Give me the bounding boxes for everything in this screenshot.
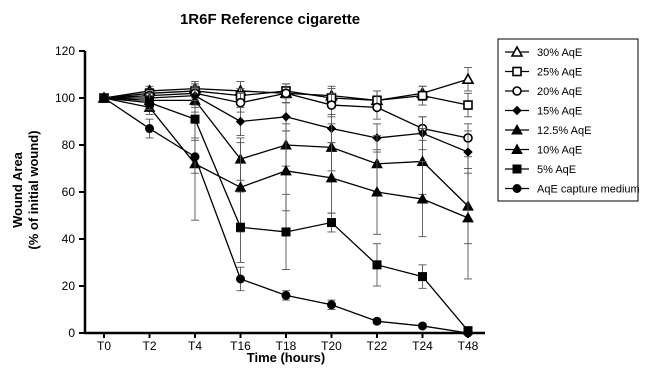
legend-box [497, 38, 639, 202]
legend-item: 5% AqE [505, 164, 576, 176]
x-tick-label: T48 [458, 339, 479, 353]
data-point [281, 112, 291, 122]
legend-label: 30% AqE [537, 47, 582, 59]
y-tick-label: 80 [62, 138, 76, 152]
data-point [280, 164, 292, 176]
data-point [327, 218, 336, 228]
data-point [372, 316, 382, 326]
legend-items: 30% AqE 25% AqE 20% AqE 15% AqE 12.5% AqE 10%… [505, 45, 640, 196]
legend-item: 10% AqE [505, 143, 582, 157]
x-tick-label: T4 [188, 339, 202, 353]
x-axis-label: Time (hours) [247, 350, 326, 365]
data-point [416, 193, 429, 204]
legend-marker [511, 143, 523, 154]
legend-marker [512, 164, 522, 174]
y-tick-label: 40 [62, 232, 76, 246]
data-point [145, 124, 154, 134]
series-layer [97, 66, 475, 338]
legend-label: 20% AqE [537, 86, 582, 98]
data-point [190, 152, 200, 162]
data-point [281, 290, 291, 300]
data-point [327, 300, 336, 310]
x-tick-label: T20 [321, 339, 342, 353]
legend-item: 20% AqE [505, 86, 582, 98]
data-point [281, 227, 291, 237]
y-tick-label: 100 [55, 91, 75, 105]
legend-marker [512, 105, 522, 116]
data-point [235, 97, 246, 108]
data-point [372, 102, 382, 113]
legend-item: 30% AqE [505, 45, 582, 59]
x-tick-label: T24 [412, 339, 433, 353]
data-point [418, 272, 427, 282]
data-point [236, 274, 245, 284]
y-axis-title: Wound Area (% of initial wound) [10, 130, 41, 249]
data-point [190, 114, 200, 124]
legend-label: 15% AqE [537, 106, 582, 118]
legend-marker [512, 86, 522, 96]
data-point [462, 211, 474, 223]
x-ticks: T0 T2 T4 T16 T18 T20 T22 T24 T48 [97, 333, 479, 353]
legend: 30% AqE 25% AqE 20% AqE 15% AqE 12.5% AqE 10%… [497, 38, 640, 202]
y-tick-label: 0 [68, 326, 75, 340]
legend-marker [511, 123, 523, 135]
legend-label: 5% AqE [537, 164, 576, 176]
legend-label: 10% AqE [537, 145, 582, 157]
data-point [371, 185, 383, 197]
chart-title: 1R6F Reference cigarette [180, 11, 360, 28]
data-point [99, 93, 109, 103]
y-tick-label: 20 [62, 279, 76, 293]
data-point [372, 260, 382, 270]
x-tick-label: T16 [230, 339, 251, 353]
legend-label: AqE capture medium [537, 184, 640, 196]
data-point [145, 98, 154, 108]
data-point [461, 72, 475, 84]
legend-item: 15% AqE [505, 106, 582, 118]
legend-label: 25% AqE [537, 67, 582, 79]
y-axis-sublabel: (% of initial wound) [26, 130, 41, 249]
x-tick-label: T2 [142, 339, 156, 353]
data-point [281, 88, 291, 99]
data-point [234, 181, 247, 192]
series-group [99, 93, 473, 338]
y-tick-label: 60 [62, 185, 76, 199]
data-point [325, 171, 338, 183]
legend-label: 12.5% AqE [537, 125, 591, 137]
data-point [463, 147, 473, 157]
legend-item: AqE capture medium [505, 184, 640, 196]
legend-item: 12.5% AqE [505, 123, 591, 137]
data-point [235, 116, 246, 127]
x-tick-label: T18 [276, 339, 297, 353]
x-tick-label: T22 [367, 339, 388, 353]
series-group [99, 93, 473, 336]
data-point [417, 90, 428, 101]
data-point [463, 100, 473, 110]
y-ticks: 0 20 40 60 80 100 120 [55, 44, 85, 340]
legend-marker [512, 66, 522, 77]
data-point [326, 100, 337, 110]
data-point [418, 321, 427, 331]
legend-marker [510, 45, 524, 57]
y-tick-label: 120 [55, 44, 75, 58]
data-point [463, 328, 473, 338]
legend-marker [512, 184, 522, 193]
data-point [236, 222, 245, 232]
x-tick-label: T0 [97, 339, 111, 353]
legend-item: 25% AqE [505, 67, 582, 79]
y-axis-label: Wound Area [10, 151, 25, 228]
